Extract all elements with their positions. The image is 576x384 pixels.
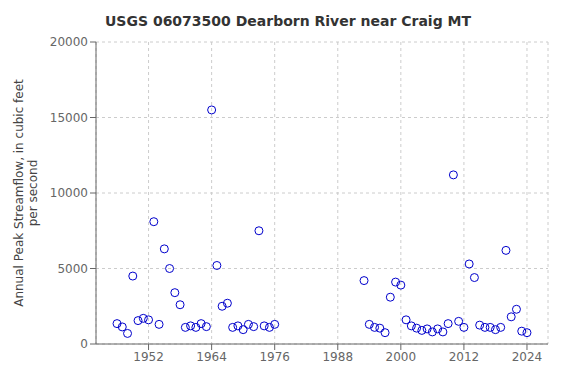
svg-text:1976: 1976 (259, 350, 290, 364)
html-text:USGS 06073500 Dearborn River n: USGS 06073500 Dearborn River near Craig … (105, 13, 471, 29)
svg-text:15000: 15000 (50, 111, 88, 125)
svg-text:1964: 1964 (196, 350, 227, 364)
svg-text:20000: 20000 (50, 35, 88, 49)
svg-text:2024: 2024 (512, 350, 543, 364)
svg-text:2000: 2000 (386, 350, 417, 364)
svg-text:1952: 1952 (133, 350, 164, 364)
svg-text:5000: 5000 (57, 262, 88, 276)
svg-text:0: 0 (80, 337, 88, 351)
svg-text:1988: 1988 (322, 350, 353, 364)
svg-text:Annual Peak Streamflow, in cub: Annual Peak Streamflow, in cubic feetper… (12, 79, 40, 307)
svg-text:10000: 10000 (50, 186, 88, 200)
svg-text:2012: 2012 (449, 350, 480, 364)
